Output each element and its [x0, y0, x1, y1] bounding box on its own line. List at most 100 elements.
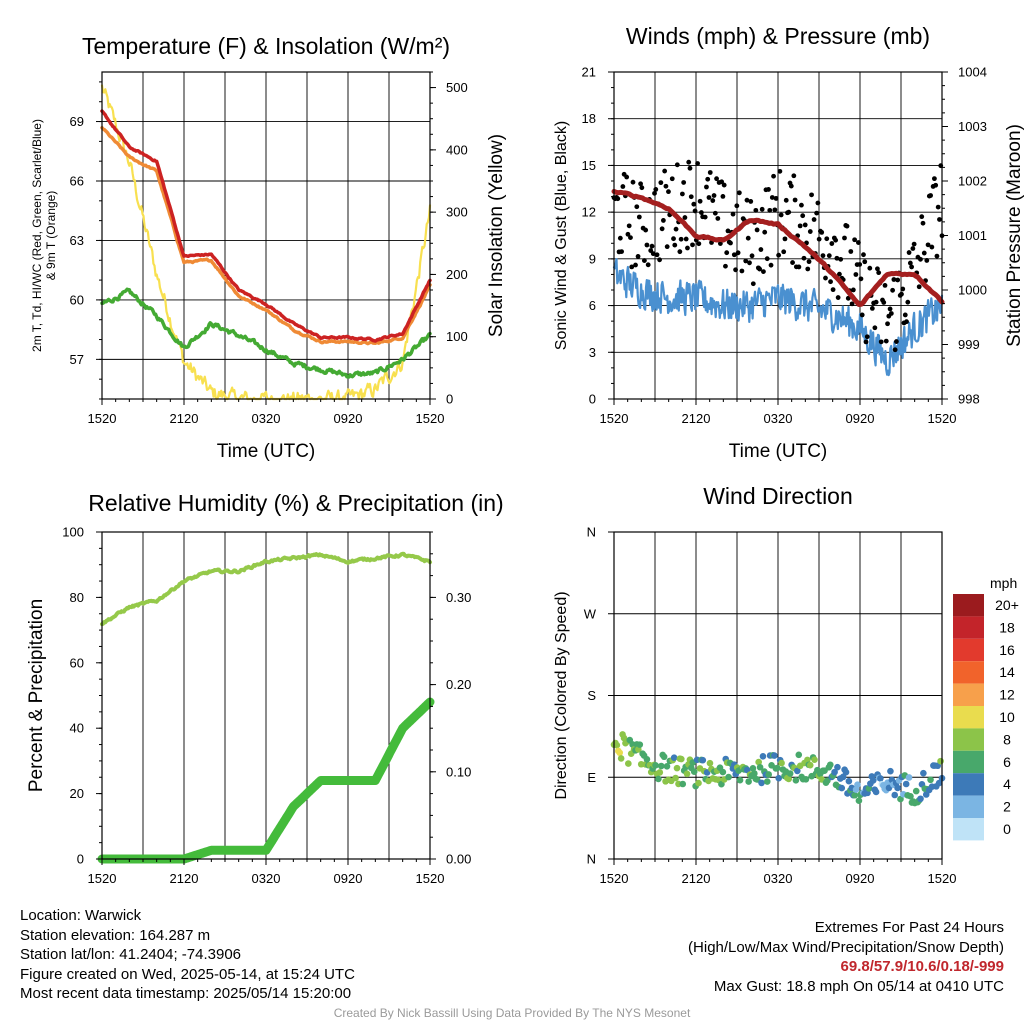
direction-point [706, 759, 714, 767]
gust-point [858, 276, 864, 282]
gust-point [797, 223, 803, 229]
direction-point [695, 779, 702, 787]
direction-point [902, 780, 910, 788]
created-text: Figure created on Wed, 2025-05-14, at 15… [20, 965, 355, 983]
dir-y-tick-label: S [587, 688, 596, 703]
gust-point [619, 249, 624, 255]
legend-swatch [953, 616, 984, 639]
gust-point [878, 339, 884, 345]
gust-point [773, 196, 779, 201]
temp-y-tick-label: 63 [70, 233, 84, 248]
direction-point [917, 795, 924, 803]
direction-point [855, 797, 863, 805]
direction-point [894, 784, 901, 792]
gust-point [745, 235, 751, 241]
gust-point [636, 214, 642, 220]
gust-point [705, 176, 711, 182]
direction-point [613, 741, 621, 749]
gust-point [796, 264, 802, 270]
gust-point [792, 197, 798, 203]
extremes-info: Extremes For Past 24 Hours (High/Low/Max… [688, 918, 1004, 996]
gust-point [806, 259, 812, 265]
gust-point [678, 236, 684, 242]
gust-point [624, 174, 630, 180]
wind-y-tick-label: 0 [589, 392, 596, 407]
gust-point [649, 243, 655, 249]
gust-point [852, 237, 858, 243]
wind-y-tick-label: 3 [589, 345, 596, 360]
gust-point [629, 264, 635, 270]
gust-point [856, 240, 861, 245]
direction-point [831, 768, 838, 776]
direction-point [771, 752, 778, 759]
direction-point [826, 761, 834, 769]
gust-point [696, 241, 702, 247]
gust-point [907, 260, 913, 266]
gust-point [683, 236, 689, 242]
dir-x-tick-label: 1520 [600, 871, 629, 886]
gust-point [862, 259, 868, 265]
legend-label: 4 [1003, 776, 1011, 792]
gust-point [714, 176, 719, 182]
direction-point [657, 762, 665, 770]
legend-label: 8 [1003, 731, 1011, 747]
gust-point [928, 193, 934, 198]
gust-point [736, 190, 742, 196]
gust-point [639, 185, 645, 191]
direction-point [842, 768, 850, 776]
dir-x-tick-label: 0920 [846, 871, 875, 886]
direction-point [758, 779, 765, 787]
gust-point [814, 210, 820, 216]
dir-x-tick-label: 2120 [682, 871, 711, 886]
gust-point [883, 338, 889, 344]
direction-point [751, 770, 758, 777]
legend-label: 14 [999, 664, 1015, 680]
dir-x-tick-label: 1520 [928, 871, 957, 886]
gust-point [875, 266, 880, 272]
rh-y2-tick-label: 0.00 [446, 852, 471, 867]
direction-point [745, 778, 752, 785]
gust-point [720, 194, 726, 199]
gust-point [891, 277, 897, 282]
rh-y-tick-label: 100 [62, 525, 84, 540]
temp-y2-tick-label: 0 [446, 392, 453, 407]
legend-swatch [953, 638, 984, 662]
temp-chart-title: Temperature (F) & Insolation (W/m²) [82, 33, 450, 59]
gust-point [934, 253, 940, 259]
gust-point [653, 186, 659, 192]
legend-unit-label: mph [990, 575, 1017, 591]
temp-y-axis-label: 2m T, Td, HI/WC (Red, Green, Scarlet/Blu… [30, 119, 44, 352]
gust-point [864, 334, 870, 340]
gust-point [848, 249, 854, 254]
gust-point [916, 284, 922, 290]
direction-point [690, 768, 698, 776]
gust-point [900, 286, 906, 292]
gust-point [733, 267, 738, 273]
direction-point [660, 753, 668, 761]
legend-label: 16 [999, 642, 1015, 658]
gust-point [887, 306, 893, 312]
gust-point [750, 281, 756, 287]
dir-y-tick-label: E [587, 770, 596, 785]
rh-y-axis-label: Percent & Precipitation [26, 599, 47, 792]
gust-point [800, 213, 806, 219]
gust-point [735, 250, 741, 256]
dewpoint-line [100, 287, 432, 379]
wind-speed-line [612, 258, 944, 377]
gust-point [759, 206, 765, 212]
wind-x-axis-label: Time (UTC) [729, 441, 828, 462]
gust-point [778, 212, 784, 218]
gust-point [861, 252, 866, 258]
gust-point [859, 312, 865, 318]
gust-point [650, 251, 656, 257]
gust-point [766, 187, 771, 192]
gust-point [698, 210, 704, 215]
gust-point [911, 241, 917, 247]
gust-point [711, 193, 717, 198]
extremes-title: Extremes For Past 24 Hours [814, 919, 1004, 936]
gust-point [909, 264, 915, 270]
legend-swatch [953, 661, 984, 684]
gust-point [924, 258, 930, 263]
direction-point [935, 779, 943, 787]
direction-point [891, 791, 899, 799]
